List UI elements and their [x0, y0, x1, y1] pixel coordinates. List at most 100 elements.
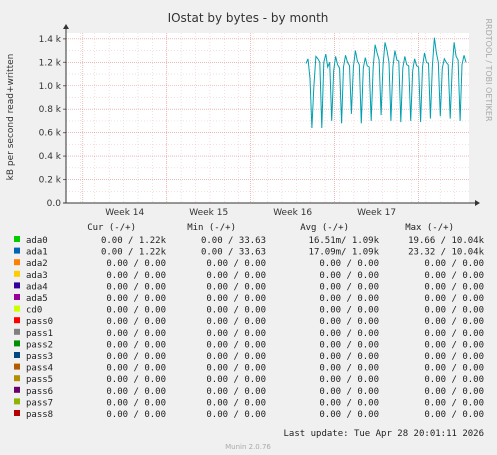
legend-max: 0.00 / 0.00 — [424, 329, 484, 339]
legend-swatch — [14, 294, 20, 300]
y-ticks: 0.0 0.2 k 0.4 k 0.6 k 0.8 k 1.0 k 1.2 k 1.4 k — [39, 35, 66, 209]
legend-max: 0.00 / 0.00 — [424, 410, 484, 420]
legend-name: pass0 — [26, 317, 53, 327]
legend-cur: 0.00 / 0.00 — [106, 375, 166, 385]
legend-max: 19.66 / 10.04k — [408, 236, 484, 246]
x-axis-arrow — [475, 200, 480, 206]
legend-max: 0.00 / 0.00 — [424, 340, 484, 350]
x-tick-label: Week 14 — [105, 208, 144, 218]
legend-max: 0.00 / 0.00 — [424, 364, 484, 374]
legend-name: ada2 — [26, 259, 48, 269]
legend-name: ada3 — [26, 271, 48, 281]
legend-max: 0.00 / 0.00 — [424, 282, 484, 292]
legend-min: 0.00 / 0.00 — [206, 282, 266, 292]
legend-max: 0.00 / 0.00 — [424, 259, 484, 269]
legend-cur: 0.00 / 0.00 — [106, 398, 166, 408]
legend-swatch — [14, 363, 20, 370]
legend-cur: 0.00 / 1.22k — [101, 236, 167, 246]
legend-min: 0.00 / 33.63 — [201, 248, 266, 258]
legend-cur: 0.00 / 0.00 — [106, 317, 166, 327]
legend-max: 0.00 / 0.00 — [424, 306, 484, 316]
legend-swatch — [14, 328, 20, 335]
y-tick-label: 0.0 — [47, 199, 62, 209]
y-tick-label: 1.4 k — [39, 35, 62, 45]
legend-max: 23.32 / 10.04k — [408, 248, 484, 258]
legend-avg: 16.51m/ 1.09k — [309, 236, 380, 246]
legend-avg: 0.00 / 0.00 — [319, 282, 379, 292]
legend-swatch — [14, 247, 20, 254]
legend-avg: 0.00 / 0.00 — [319, 340, 379, 350]
legend-max: 0.00 / 0.00 — [424, 317, 484, 327]
legend-name: pass5 — [26, 375, 53, 385]
legend-cur: 0.00 / 0.00 — [106, 352, 166, 362]
axes — [63, 24, 480, 206]
legend-swatch — [14, 375, 20, 382]
legend-name: pass2 — [26, 340, 53, 350]
legend-name: pass3 — [26, 352, 53, 362]
y-tick-label: 0.8 k — [39, 105, 62, 115]
y-tick-label: 0.4 k — [39, 152, 62, 162]
legend-min: 0.00 / 0.00 — [206, 410, 266, 420]
legend-max: 0.00 / 0.00 — [424, 375, 484, 385]
legend-header: Avg (-/+) — [300, 223, 349, 233]
legend-max: 0.00 / 0.00 — [424, 352, 484, 362]
y-tick-label: 1.2 k — [39, 58, 62, 68]
legend-min: 0.00 / 0.00 — [206, 329, 266, 339]
legend-cur: 0.00 / 0.00 — [106, 340, 166, 350]
legend-min: 0.00 / 0.00 — [206, 340, 266, 350]
chart-title: IOstat by bytes - by month — [168, 11, 329, 25]
legend-min: 0.00 / 0.00 — [206, 364, 266, 374]
legend-name: pass6 — [26, 387, 53, 397]
legend-swatch — [14, 282, 20, 289]
legend-name: ada5 — [26, 294, 48, 304]
legend-cur: 0.00 / 0.00 — [106, 410, 166, 420]
series-line-ada0 — [305, 37, 467, 129]
legend-min: 0.00 / 0.00 — [206, 398, 266, 408]
rrdtool-credit: RRDTOOL / TOBI OETIKER — [484, 18, 493, 121]
legend-cur: 0.00 / 0.00 — [106, 282, 166, 292]
legend-cur: 0.00 / 1.22k — [101, 248, 167, 258]
legend-avg: 0.00 / 0.00 — [319, 398, 379, 408]
legend-max: 0.00 / 0.00 — [424, 271, 484, 281]
legend-swatch — [14, 236, 20, 242]
legend-avg: 0.00 / 0.00 — [319, 329, 379, 339]
legend-min: 0.00 / 0.00 — [206, 294, 266, 304]
legend-avg: 17.09m/ 1.09k — [309, 248, 380, 258]
y-tick-label: 1.0 k — [39, 82, 62, 92]
legend-swatch — [14, 259, 20, 266]
legend-cur: 0.00 / 0.00 — [106, 259, 166, 269]
legend-header: Max (-/+) — [405, 223, 454, 233]
legend-min: 0.00 / 0.00 — [206, 259, 266, 269]
legend-swatch — [14, 410, 20, 416]
legend-min: 0.00 / 0.00 — [206, 271, 266, 281]
x-tick-label: Week 17 — [357, 208, 396, 218]
legend-avg: 0.00 / 0.00 — [319, 294, 379, 304]
legend-swatch — [14, 386, 20, 393]
legend-avg: 0.00 / 0.00 — [319, 352, 379, 362]
legend-cur: 0.00 / 0.00 — [106, 364, 166, 374]
grid — [66, 33, 469, 204]
legend: Cur (-/+) Min (-/+) Avg (-/+) Max (-/+) ada0… — [14, 223, 485, 420]
legend-swatch — [14, 317, 20, 324]
x-tick-label: Week 15 — [189, 208, 228, 218]
y-axis-label: kB per second read+written — [6, 54, 16, 181]
legend-min: 0.00 / 0.00 — [206, 352, 266, 362]
legend-min: 0.00 / 0.00 — [206, 375, 266, 385]
legend-name: ada0 — [26, 236, 48, 246]
legend-name: cd0 — [26, 306, 42, 316]
legend-name: pass8 — [26, 410, 53, 420]
legend-max: 0.00 / 0.00 — [424, 387, 484, 397]
legend-avg: 0.00 / 0.00 — [319, 410, 379, 420]
last-update: Last update: Tue Apr 28 20:01:11 2026 — [284, 429, 484, 439]
legend-min: 0.00 / 0.00 — [206, 306, 266, 316]
legend-avg: 0.00 / 0.00 — [319, 306, 379, 316]
legend-name: pass1 — [26, 329, 53, 339]
legend-min: 0.00 / 0.00 — [206, 387, 266, 397]
legend-swatch — [14, 398, 20, 405]
legend-name: pass7 — [26, 398, 53, 408]
legend-swatch — [14, 340, 20, 347]
legend-swatch — [14, 270, 20, 277]
y-tick-label: 0.2 k — [39, 176, 62, 186]
legend-cur: 0.00 / 0.00 — [106, 306, 166, 316]
legend-header: Cur (-/+) — [87, 223, 136, 233]
